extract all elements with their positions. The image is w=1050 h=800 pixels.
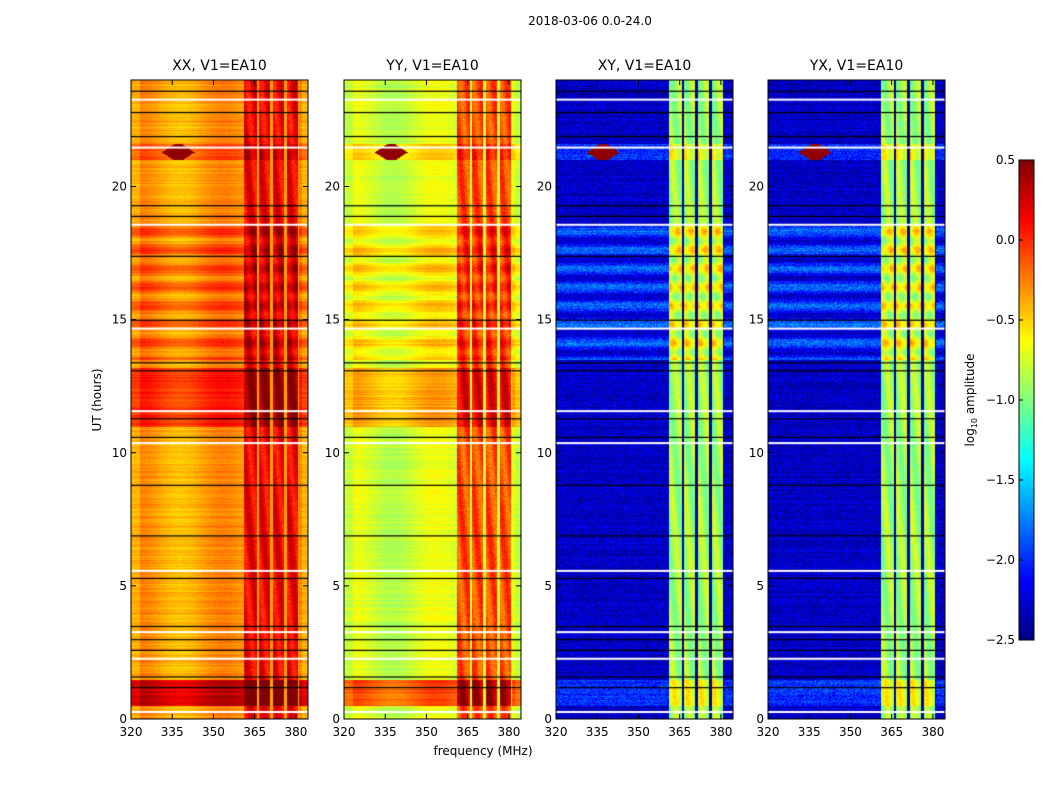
plot-frame xyxy=(555,79,734,720)
y-tick-label: 20 xyxy=(749,180,764,194)
y-tick-label: 5 xyxy=(756,579,764,593)
panel-title: YY, V1=EA10 xyxy=(386,58,479,74)
y-tick-label: 0 xyxy=(544,712,552,726)
x-axis-label: frequency (MHz) xyxy=(433,744,532,758)
y-tick-label: 0 xyxy=(332,712,340,726)
y-tick-label: 10 xyxy=(749,446,764,460)
colorbar-tick-label: −1.0 xyxy=(986,393,1015,407)
y-tick-label: 5 xyxy=(119,579,127,593)
heatmap-xy xyxy=(556,80,733,719)
x-tick-label: 350 xyxy=(627,725,650,739)
figure-title: 2018-03-06 0.0-24.0 xyxy=(528,14,652,28)
colorbar-tick-label: −1.5 xyxy=(986,473,1015,487)
y-tick-label: 10 xyxy=(537,446,552,460)
heatmap-xx xyxy=(131,80,308,719)
plot-frame xyxy=(767,79,946,720)
y-tick-label: 20 xyxy=(537,180,552,194)
x-tick-label: 380 xyxy=(497,725,520,739)
y-tick-label: 15 xyxy=(112,313,127,327)
heatmap-yx xyxy=(768,80,945,719)
plot-frame xyxy=(130,79,309,720)
x-tick-label: 350 xyxy=(202,725,225,739)
colorbar xyxy=(1019,160,1034,640)
x-tick-label: 320 xyxy=(333,725,356,739)
x-tick-label: 335 xyxy=(586,725,609,739)
y-axis-label: UT (hours) xyxy=(90,368,104,431)
x-tick-label: 350 xyxy=(415,725,438,739)
x-tick-label: 380 xyxy=(709,725,732,739)
colorbar-tick-label: 0.5 xyxy=(996,153,1015,167)
x-tick-label: 380 xyxy=(921,725,944,739)
y-tick-label: 5 xyxy=(332,579,340,593)
x-tick-label: 320 xyxy=(757,725,780,739)
y-tick-label: 15 xyxy=(325,313,340,327)
y-tick-label: 15 xyxy=(537,313,552,327)
x-tick-label: 365 xyxy=(880,725,903,739)
x-tick-label: 365 xyxy=(668,725,691,739)
x-tick-label: 365 xyxy=(456,725,479,739)
colorbar-tick-label: −0.5 xyxy=(986,313,1015,327)
x-tick-label: 350 xyxy=(839,725,862,739)
y-tick-label: 20 xyxy=(112,180,127,194)
panel-title: XY, V1=EA10 xyxy=(597,58,692,74)
y-tick-label: 0 xyxy=(119,712,127,726)
x-tick-label: 365 xyxy=(243,725,266,739)
x-tick-label: 335 xyxy=(374,725,397,739)
y-tick-label: 20 xyxy=(325,180,340,194)
y-tick-label: 5 xyxy=(544,579,552,593)
x-tick-label: 320 xyxy=(545,725,568,739)
plot-frame xyxy=(343,79,522,720)
x-tick-label: 335 xyxy=(161,725,184,739)
colorbar-label: log10 amplitude xyxy=(963,354,979,447)
x-tick-label: 320 xyxy=(120,725,143,739)
colorbar-tick-label: −2.5 xyxy=(986,633,1015,647)
x-tick-label: 380 xyxy=(284,725,307,739)
panel-title: XX, V1=EA10 xyxy=(172,58,267,74)
colorbar-tick-label: −2.0 xyxy=(986,553,1015,567)
x-tick-label: 335 xyxy=(798,725,821,739)
y-tick-label: 10 xyxy=(325,446,340,460)
y-tick-label: 0 xyxy=(756,712,764,726)
heatmap-yy xyxy=(344,80,521,719)
colorbar-tick-label: 0.0 xyxy=(996,233,1015,247)
y-tick-label: 15 xyxy=(749,313,764,327)
panel-title: YX, V1=EA10 xyxy=(809,58,904,74)
y-tick-label: 10 xyxy=(112,446,127,460)
